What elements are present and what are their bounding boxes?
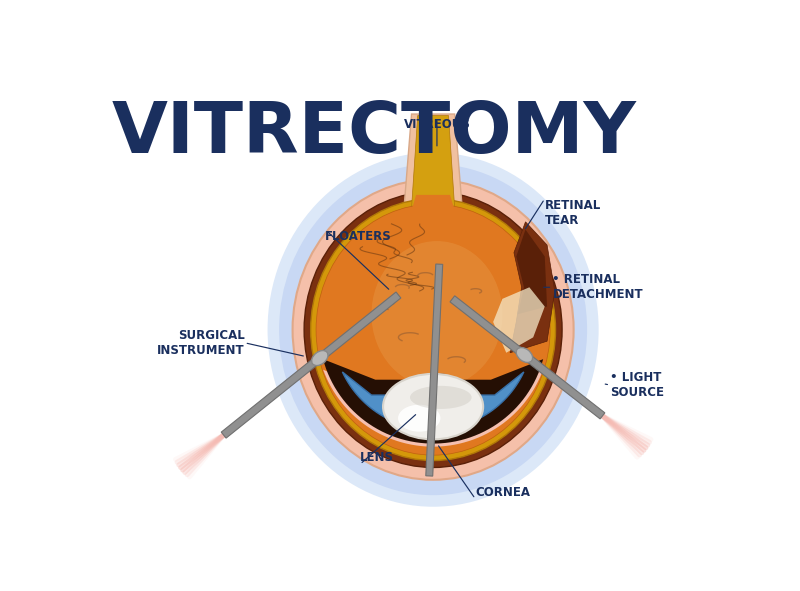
Ellipse shape xyxy=(316,204,550,455)
Text: RETINAL
TEAR: RETINAL TEAR xyxy=(545,199,601,227)
Polygon shape xyxy=(323,369,543,447)
Ellipse shape xyxy=(304,192,562,467)
Ellipse shape xyxy=(310,199,555,460)
Ellipse shape xyxy=(383,374,483,439)
Polygon shape xyxy=(426,264,442,476)
Polygon shape xyxy=(342,372,524,430)
Text: • RETINAL
DETACHMENT: • RETINAL DETACHMENT xyxy=(553,273,643,301)
Text: VITRECTOMY: VITRECTOMY xyxy=(111,99,636,168)
Text: SURGICAL
INSTRUMENT: SURGICAL INSTRUMENT xyxy=(157,329,245,357)
Ellipse shape xyxy=(371,241,502,387)
Polygon shape xyxy=(493,287,545,353)
Polygon shape xyxy=(510,222,554,353)
Polygon shape xyxy=(404,114,462,210)
Ellipse shape xyxy=(410,386,472,409)
Ellipse shape xyxy=(312,350,328,366)
Text: CORNEA: CORNEA xyxy=(475,486,530,499)
Polygon shape xyxy=(516,229,547,314)
Polygon shape xyxy=(411,195,454,210)
Ellipse shape xyxy=(279,164,587,495)
Ellipse shape xyxy=(293,180,574,480)
Ellipse shape xyxy=(267,152,598,506)
Polygon shape xyxy=(450,296,605,419)
Ellipse shape xyxy=(516,348,533,362)
Text: FLOATERS: FLOATERS xyxy=(326,229,392,242)
Polygon shape xyxy=(411,116,454,208)
Ellipse shape xyxy=(398,405,441,431)
Polygon shape xyxy=(222,292,401,438)
Text: LENS: LENS xyxy=(360,452,394,465)
Polygon shape xyxy=(323,359,543,444)
Text: VITREOUS: VITREOUS xyxy=(403,118,470,131)
Text: • LIGHT
SOURCE: • LIGHT SOURCE xyxy=(610,371,664,399)
